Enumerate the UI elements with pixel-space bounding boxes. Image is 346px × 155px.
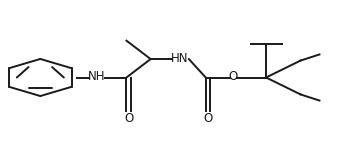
Text: O: O xyxy=(124,112,133,125)
Text: O: O xyxy=(203,112,212,125)
Text: O: O xyxy=(229,70,238,83)
Text: NH: NH xyxy=(88,70,105,83)
Text: HN: HN xyxy=(171,52,189,65)
